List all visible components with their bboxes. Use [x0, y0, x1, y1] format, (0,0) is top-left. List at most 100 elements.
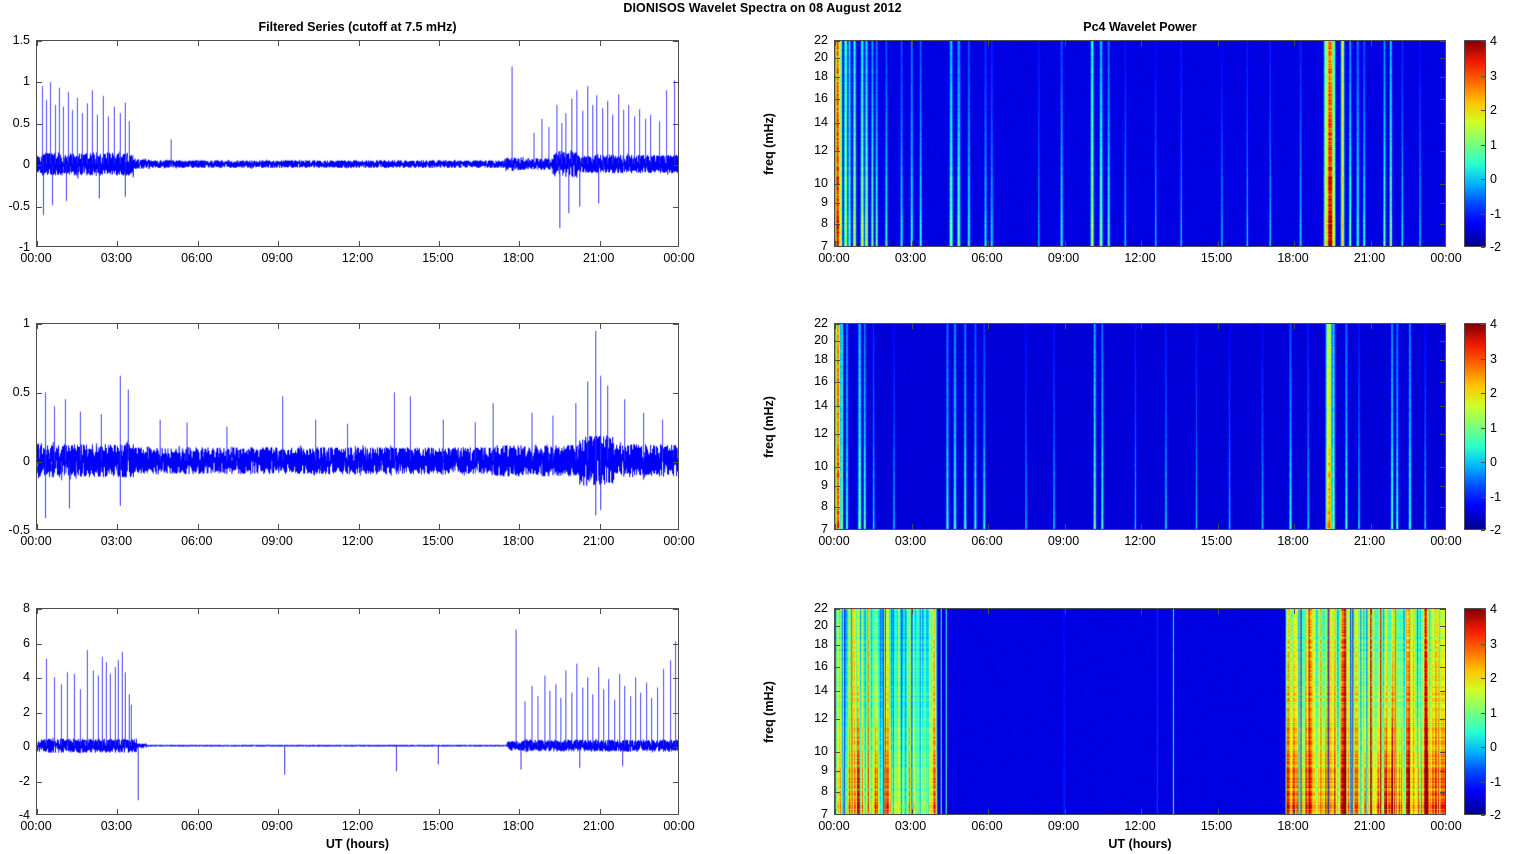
x-tick-label: 12:00	[1124, 251, 1156, 265]
x-tick-label: 06:00	[971, 251, 1003, 265]
y-tick-mark	[673, 678, 678, 679]
colorbar-tick-mark	[1481, 427, 1485, 429]
x-tick-mark	[911, 609, 913, 614]
freq-tick-mark	[835, 223, 840, 225]
x-tick-label: 09:00	[261, 251, 293, 265]
x-tick-label: 06:00	[181, 819, 213, 833]
axes-z-series[interactable]	[36, 608, 679, 815]
x-tick-label: 00:00	[818, 534, 850, 548]
colorbar-tick-label: -2	[1490, 808, 1502, 822]
freq-tick-label: 12	[814, 710, 828, 725]
freq-tick-mark	[1440, 791, 1445, 793]
x-tick-mark	[911, 324, 913, 329]
x-tick-label: 09:00	[261, 819, 293, 833]
freq-tick-label: 16	[814, 90, 828, 105]
y-tick-label: 0	[23, 157, 30, 172]
freq-tick-mark	[835, 690, 840, 692]
y-tick-label: 1	[23, 316, 30, 330]
timeseries-trace-z	[37, 609, 678, 814]
x-tick-mark	[1294, 809, 1295, 814]
freq-tick-mark	[835, 150, 840, 152]
colorbar-tick-label: -1	[1490, 774, 1502, 789]
freq-tick-mark	[835, 341, 840, 343]
x-tick-label: 03:00	[100, 534, 133, 548]
freq-tick-mark	[1440, 666, 1445, 668]
x-tick-label: 03:00	[100, 251, 133, 265]
x-tick-label: 00:00	[818, 251, 850, 265]
x-tick-mark	[1217, 41, 1219, 46]
y-tick-mark	[673, 393, 678, 394]
panel-z-filtered-series: Z (nT) UT (hours) 86420-2-400:0003:0006:…	[19, 601, 695, 851]
x-tick-mark	[519, 809, 521, 814]
y-tick-mark	[37, 678, 42, 679]
x-tick-mark	[278, 241, 280, 246]
x-tick-mark	[1217, 324, 1219, 329]
colorbar-tick-label: 3	[1490, 636, 1497, 651]
x-tick-label: 06:00	[971, 534, 1003, 548]
x-tick-label: 12:00	[1124, 534, 1156, 548]
freq-tick-mark	[1440, 98, 1445, 100]
colorbar-tick-mark	[1481, 530, 1485, 531]
x-tick-mark	[988, 524, 989, 529]
y-tick-label: 0	[23, 739, 30, 753]
x-tick-label: 09:00	[1047, 819, 1080, 833]
x-tick-mark	[835, 324, 836, 329]
y-tick-mark	[673, 206, 678, 208]
freq-tick-mark	[1440, 77, 1445, 79]
x-tick-mark	[519, 524, 521, 529]
x-tick-label: 03:00	[894, 251, 927, 265]
freq-tick-mark	[835, 770, 840, 772]
freq-tick-label: 20	[814, 333, 828, 348]
x-tick-mark	[117, 809, 119, 814]
y-tick-label: 0.5	[12, 385, 30, 399]
y-tick-label: -0.5	[8, 198, 30, 213]
y-tick-label: 0	[23, 454, 30, 468]
freq-tick-mark	[1440, 690, 1445, 692]
x-tick-mark	[1217, 809, 1219, 814]
axes-y-series[interactable]	[36, 323, 679, 530]
axes-z-spectrogram[interactable]	[834, 608, 1446, 815]
y-tick-label: 0.5	[12, 115, 30, 130]
freq-tick-label: 16	[814, 373, 828, 388]
axes-y-spectrogram[interactable]	[834, 323, 1446, 530]
axes-x-series[interactable]	[36, 40, 679, 247]
colorbar-tick-label: 0	[1490, 455, 1497, 469]
x-tick-label: 12:00	[341, 251, 374, 265]
y-tick-mark	[37, 41, 42, 42]
y-tick-mark	[673, 781, 678, 783]
spectrogram-image-x	[835, 41, 1445, 246]
freq-tick-mark	[1440, 324, 1445, 325]
x-tick-mark	[599, 609, 601, 614]
y-tick-label: -2	[18, 773, 30, 788]
x-tick-label: 18:00	[1277, 819, 1309, 833]
axes-x-spectrogram[interactable]	[834, 40, 1446, 247]
freq-tick-label: 22	[814, 601, 828, 615]
x-tick-mark	[1141, 609, 1142, 614]
freq-tick-mark	[835, 77, 840, 79]
x-tick-label: 15:00	[422, 819, 454, 833]
freq-tick-label: 9	[821, 477, 828, 492]
colorbar-tick-label: 0	[1490, 172, 1497, 186]
y-tick-mark	[37, 462, 42, 463]
x-tick-label: 06:00	[181, 251, 213, 265]
x-tick-label: 00:00	[20, 534, 52, 548]
spectrogram-image-y	[835, 324, 1445, 529]
freq-tick-mark	[1440, 485, 1445, 487]
y-tick-label: -1	[18, 240, 30, 254]
y-tick-mark	[37, 609, 42, 610]
x-tick-mark	[1141, 41, 1142, 46]
colorbar-tick-label: 2	[1490, 386, 1497, 400]
x-tick-mark	[911, 524, 913, 529]
x-tick-label: 18:00	[502, 819, 534, 833]
x-tick-mark	[1064, 324, 1066, 329]
x-tick-mark	[599, 324, 601, 329]
x-tick-mark	[1217, 524, 1219, 529]
x-tick-mark	[37, 809, 38, 814]
panel-x-filtered-series: Filtered Series (cutoff at 7.5 mHz) X (n…	[8, 20, 694, 265]
x-tick-mark	[1064, 809, 1066, 814]
figure-title: DIONISOS Wavelet Spectra on 08 August 20…	[623, 1, 902, 15]
